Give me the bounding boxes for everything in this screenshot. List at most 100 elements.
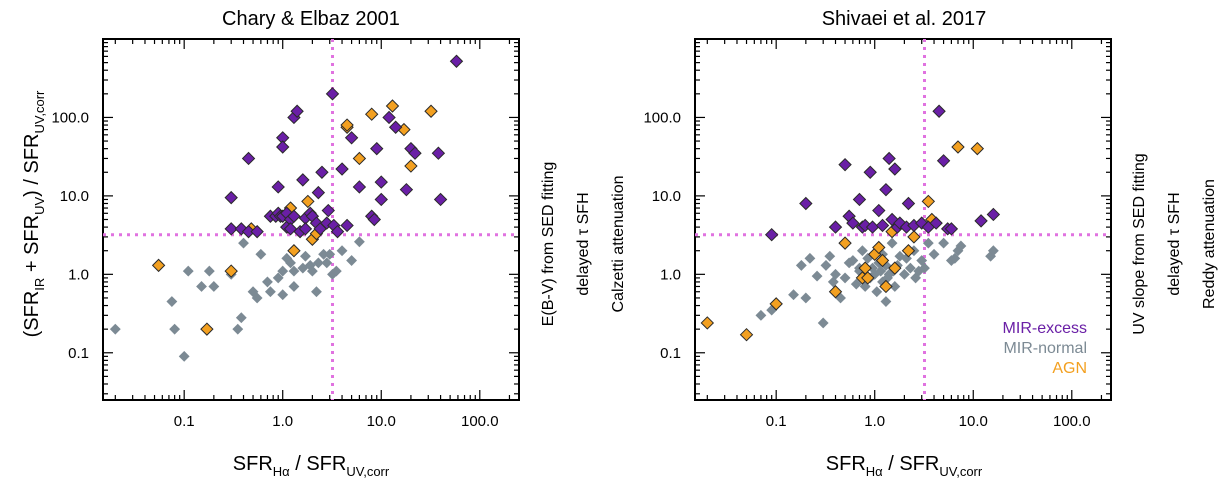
left-point-mir-normal [288, 281, 300, 292]
right-point-mir-normal [847, 255, 859, 266]
right-point-mir-normal [795, 259, 807, 271]
right-y-tick-label: 10.0 [652, 188, 681, 205]
right-point-mir-normal [839, 272, 851, 284]
left-point-mir-normal [277, 265, 289, 277]
left-point-agn [424, 104, 438, 118]
left-point-mir-excess [290, 104, 304, 118]
left-side-label-3: Calzetti attenuation [610, 176, 627, 313]
left-x-axis-label: SFRHα / SFRUV,corr [233, 453, 390, 479]
left-point-mir-normal [196, 281, 207, 292]
left-point-mir-excess [399, 182, 414, 197]
right-point-mir-excess [986, 207, 1001, 222]
right-point-mir-excess [838, 157, 852, 172]
right-point-agn [700, 316, 715, 330]
right-side-label-1: UV slope from SED fitting [1131, 153, 1148, 334]
left-point-agn [404, 159, 418, 173]
left-point-mir-normal [300, 250, 311, 262]
left-point-mir-excess [352, 180, 367, 194]
right-point-mir-normal [804, 252, 816, 264]
left-point-agn [224, 264, 238, 278]
right-x-tick-label: 0.1 [766, 413, 787, 430]
right-x-axis-label: SFRHα / SFRUV,corr [826, 453, 983, 479]
left-point-mir-normal [288, 265, 300, 277]
right-point-agn [901, 244, 916, 258]
left-point-mir-excess [340, 218, 354, 233]
right-point-mir-excess [932, 104, 946, 118]
left-point-mir-excess [367, 212, 382, 227]
right-point-mir-normal [886, 237, 898, 249]
right-point-mir-normal [919, 262, 930, 274]
left-panel-title: Chary & Elbaz 2001 [222, 8, 400, 30]
left-point-mir-excess [325, 87, 340, 101]
left-point-agn [287, 244, 301, 258]
left-point-mir-excess [311, 185, 326, 200]
right-point-mir-normal [811, 270, 823, 282]
right-y-tick-label: 0.1 [660, 345, 681, 362]
left-x-tick-label: 1.0 [272, 413, 293, 430]
right-point-mir-excess [944, 222, 959, 236]
left-point-mir-normal [321, 257, 333, 269]
right-point-mir-excess [882, 151, 896, 166]
right-point-mir-normal [755, 309, 767, 321]
legend-mir-excess: MIR-excess [1003, 320, 1087, 337]
left-y-tick-label: 1.0 [68, 266, 89, 283]
right-point-mir-normal [904, 262, 916, 274]
left-point-mir-excess [449, 54, 464, 68]
left-point-mir-excess [224, 190, 238, 205]
right-point-mir-normal [901, 252, 912, 264]
left-point-mir-normal [235, 312, 247, 324]
left-point-agn [200, 322, 214, 336]
right-point-agn [875, 253, 890, 268]
right-point-mir-excess [846, 216, 860, 230]
right-point-mir-normal [788, 289, 799, 301]
right-y-tick-label: 1.0 [660, 266, 681, 283]
left-point-mir-normal [182, 265, 194, 277]
left-point-mir-normal [169, 323, 181, 335]
right-side-label-3: Reddy attenuation [1201, 179, 1218, 309]
left-panel: Chary & Elbaz 2001 0.1 1.0 10.0 100.0 0.1 1.0… [21, 8, 627, 479]
left-y-tick-label: 10.0 [60, 188, 89, 205]
right-point-mir-normal [949, 252, 961, 264]
left-point-mir-normal [251, 292, 263, 304]
right-point-mir-excess [863, 165, 877, 179]
left-point-mir-excess [335, 162, 349, 176]
left-point-mir-excess [433, 192, 448, 207]
left-y-axis-label: (SFRIR + SFRUV) / SFRUV,corr [21, 90, 47, 337]
left-point-mir-excess [315, 165, 329, 179]
left-side-label-1: E(B-V) from SED fitting [540, 162, 557, 326]
right-point-mir-excess [974, 214, 988, 228]
left-point-mir-normal [166, 296, 178, 307]
right-x-tick-label: 10.0 [959, 413, 988, 430]
right-point-agn [951, 140, 965, 154]
left-side-label-2: delayed τ SFH [575, 192, 592, 295]
left-point-agn [385, 99, 400, 113]
right-point-mir-normal [856, 245, 868, 257]
right-point-mir-excess [764, 227, 779, 242]
left-plot: 0.1 1.0 10.0 100.0 0.1 1.0 10.0 100.0 [51, 38, 520, 430]
right-point-agn [879, 279, 893, 294]
left-point-mir-excess [276, 140, 290, 154]
left-point-mir-excess [374, 192, 388, 207]
left-point-mir-normal [311, 286, 322, 298]
left-point-mir-normal [208, 281, 220, 292]
right-point-mir-normal [871, 286, 883, 298]
right-point-agn [970, 141, 985, 156]
right-point-agn [921, 194, 936, 209]
right-point-mir-normal [898, 268, 910, 280]
left-point-mir-normal [312, 257, 324, 269]
left-point-mir-normal [277, 289, 289, 301]
right-point-mir-excess [879, 182, 893, 197]
left-point-mir-excess [287, 209, 301, 223]
left-x-tick-label: 0.1 [174, 413, 195, 430]
left-point-mir-excess [330, 224, 345, 239]
right-panel: Shivaei et al. 2017 0.1 1.0 10.0 100.0 0.1 1.… [643, 8, 1218, 479]
right-point-mir-excess [828, 220, 843, 234]
left-point-agn [151, 258, 166, 273]
right-point-agn [888, 261, 902, 275]
right-point-agn [907, 230, 921, 244]
right-point-mir-normal [928, 248, 940, 260]
left-point-mir-excess [374, 175, 388, 189]
left-point-mir-excess [250, 224, 264, 239]
left-point-mir-normal [264, 286, 276, 298]
